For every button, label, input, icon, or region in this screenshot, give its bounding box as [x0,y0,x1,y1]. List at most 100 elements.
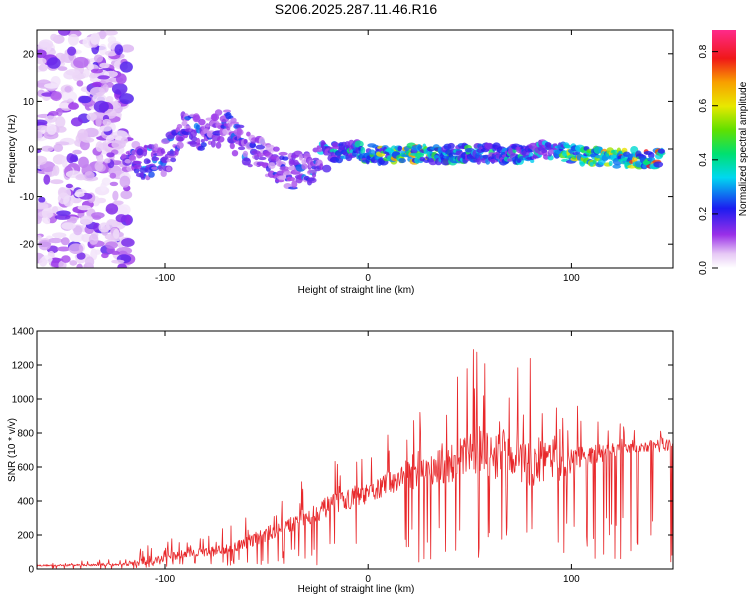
spectrogram-signal-blob [307,177,317,184]
spectrogram-noise-blob [115,73,127,85]
y-tick-label: 800 [17,429,34,440]
spectrogram-noise-blob [84,171,95,180]
snr-plot-area [37,331,673,569]
spectrogram-noise-blob [61,90,78,103]
spectrogram-signal-blob [589,162,594,167]
spectrogram-signal-blob [170,157,177,163]
spectrogram-signal-blob [283,171,293,176]
spectrogram-noise-blob [105,241,118,249]
spectrogram-signal-blob [190,136,198,142]
spectrogram-noise-blob [91,81,102,87]
spectrogram-signal-blob [205,117,213,121]
spectrogram-noise-blob [83,68,90,78]
spectrogram-signal-blob [258,156,267,161]
spectrogram-noise-blob [120,190,133,200]
spectrogram-noise-blob [90,32,101,45]
colorbar-tick-label: 0.2 [698,207,709,221]
spectrogram-noise-blob [41,145,54,152]
x-tick-label: 0 [365,273,371,284]
snr-xlabel: Height of straight line (km) [298,584,415,595]
spectrogram-signal-blob [197,145,205,151]
spectrogram-signal-blob [210,140,216,148]
spectrogram-noise-blob [92,215,102,220]
spectrogram-signal-blob [166,166,171,172]
spectrogram-noise-blob [60,237,70,246]
spectrogram-signal-blob [282,156,289,161]
spectrogram-noise-blob [73,56,89,69]
spectrogram-noise-blob [104,50,117,57]
spectrogram-signal-blob [592,159,597,165]
spectrogram-signal-blob [160,148,165,154]
spectrogram-noise-blob [58,102,71,109]
spectrogram-signal-blob [278,151,288,156]
spectrogram-noise-blob [88,233,99,245]
spectrogram-noise-blob [53,143,64,152]
spectrogram-noise-blob [41,207,54,219]
spectrogram-noise-blob [72,149,82,155]
spectrogram-noise-blob [48,237,63,244]
spectrogram-signal-blob [506,158,513,162]
y-tick-label: -10 [20,192,35,203]
spectrogram-signal-blob [205,124,210,128]
spectrogram-signal-blob [198,118,206,126]
spectrogram-noise-blob [37,155,48,165]
spectrogram-noise-blob [94,161,104,172]
spectrogram-noise-blob [104,158,111,164]
spectrogram-noise-blob [97,75,110,80]
y-tick-label: 0 [28,145,34,156]
spectrogram-noise-blob [101,252,109,259]
spectrogram-signal-blob [286,176,296,182]
spectrogram-signal-blob [133,164,143,170]
spectrogram-signal-blob [648,152,655,159]
spectrogram-noise-blob [43,217,51,225]
spectrogram-noise-blob [67,33,79,46]
spectrogram-signal-blob [547,155,554,161]
x-tick-label: -100 [155,273,175,284]
spectrogram-signal-blob [124,159,131,164]
spectrogram-noise-blob [37,202,49,210]
colorbar-tick-label: 0.6 [698,98,709,112]
spectrogram-noise-blob [37,119,48,126]
spectrogram-noise-blob [76,80,84,87]
spectrogram-signal-blob [354,140,364,148]
spectrogram-noise-blob [103,30,118,36]
spectrogram-noise-blob [102,118,112,126]
spectrogram-noise-blob [58,30,71,36]
spectrogram-signal-blob [161,138,170,145]
y-tick-label: 200 [17,531,34,542]
spectrogram-signal-blob [311,172,317,178]
x-tick-label: 0 [365,574,371,585]
spectrogram-noise-blob [50,76,61,87]
spectrogram-signal-blob [241,157,251,166]
spectrogram-noise-blob [65,69,80,76]
colorbar: 0.0 0.2 0.4 0.6 0.8 Normalized spectral ampl… [698,30,749,275]
spectrogram-noise-blob [109,181,119,187]
spectrogram-signal-blob [151,166,159,170]
spectrogram-signal-blob [176,141,184,149]
spectrogram-noise-blob [77,128,88,141]
y-tick-label: -20 [20,240,35,251]
spectrogram-noise-blob [109,172,117,179]
spectrogram-noise-blob [37,148,42,154]
spectrogram-heatmap [37,30,666,268]
spectrogram-signal-blob [139,171,144,178]
colorbar-tick-label: 0.4 [698,152,709,166]
spectrogram-signal-blob [397,145,402,152]
spectrogram-signal-blob [238,146,246,151]
spectrogram-signal-blob [246,131,251,137]
spectrogram-noise-blob [65,183,73,189]
spectrogram-noise-blob [50,91,62,102]
spectrogram-noise-blob [56,246,71,252]
spectrogram-noise-blob [81,233,92,243]
spectrogram-signal-blob [129,154,137,162]
spectrogram-noise-blob [93,54,104,63]
spectrogram-noise-blob [46,57,61,69]
spectrogram-signal-blob [301,163,308,170]
spectrogram-noise-blob [38,239,51,251]
spectrogram-noise-blob [55,116,66,128]
spectrogram-signal-blob [268,162,276,170]
spectrogram-noise-blob [70,117,83,127]
